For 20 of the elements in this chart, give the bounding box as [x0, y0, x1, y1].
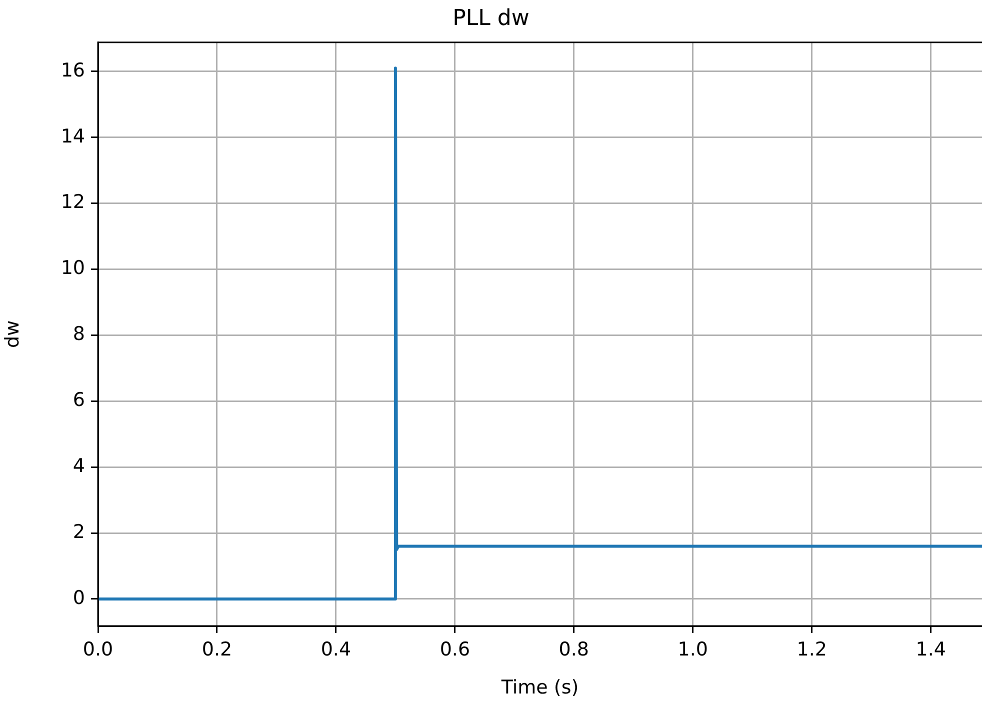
y-tick-label: 0: [72, 586, 85, 609]
x-tick-label: 0.0: [82, 638, 114, 660]
y-tick-label: 12: [60, 191, 85, 214]
y-tick-label: 6: [72, 389, 85, 412]
y-tick-label: 10: [60, 257, 85, 280]
x-tick-label: 0.8: [558, 638, 590, 660]
y-tick-label: 14: [60, 125, 85, 148]
x-tick-label: 1.2: [796, 638, 827, 660]
chart-title: PLL dw: [452, 6, 530, 31]
y-tick-label: 16: [60, 59, 85, 82]
y-axis-title: dw: [1, 320, 24, 348]
y-tick-label: 8: [72, 323, 85, 346]
y-tick-label: 2: [72, 520, 85, 543]
x-tick-label: 1.4: [916, 638, 946, 660]
x-tick-label: 0.6: [440, 638, 470, 660]
x-tick-label: 0.4: [320, 638, 352, 660]
x-axis-title: Time (s): [500, 676, 579, 699]
x-tick-label: 0.2: [202, 638, 232, 660]
y-tick-label: 4: [72, 455, 85, 478]
x-tick-label: 1.0: [678, 638, 708, 660]
